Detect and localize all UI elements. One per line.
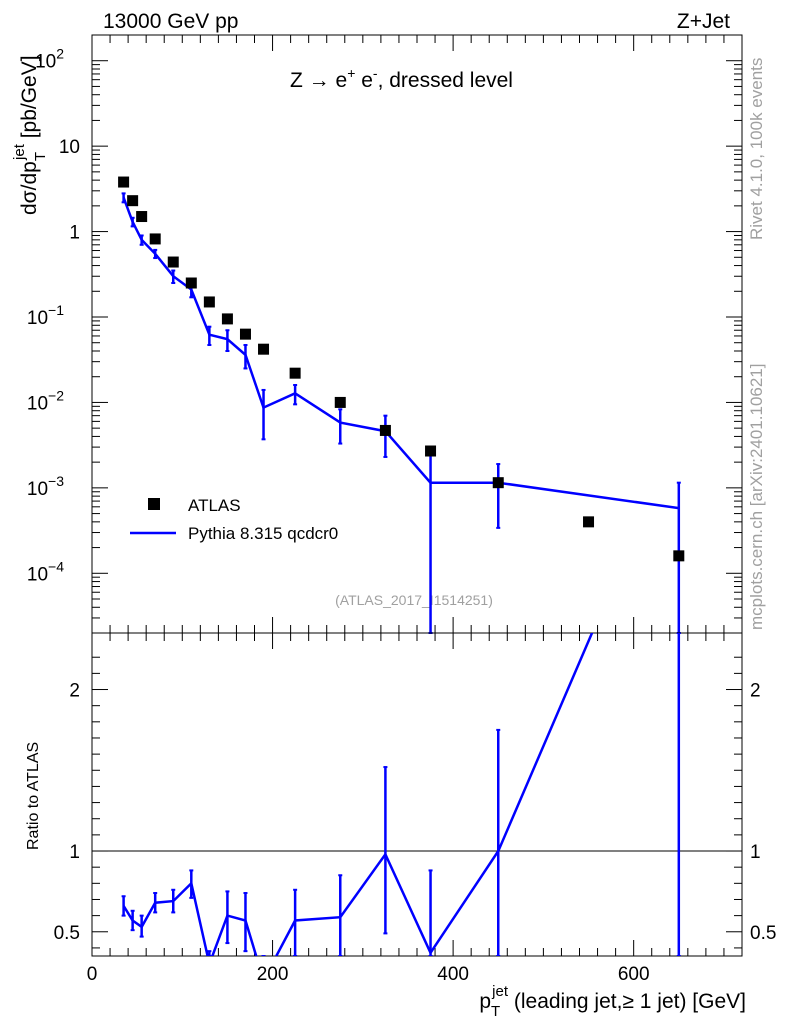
- main-data-point: [167, 256, 179, 268]
- main-plot-frame: [91, 34, 743, 634]
- main-data-point: [127, 195, 139, 207]
- main-data-point: [118, 176, 130, 188]
- x-tick-label: 0: [87, 964, 98, 985]
- main-y-tick-label: 1: [69, 223, 80, 244]
- main-data-point: [334, 396, 346, 408]
- ratio-y-tick-label-left: 0.5: [54, 923, 80, 944]
- ratio-y-tick-label-right: 1: [750, 842, 761, 863]
- main-y-axis-label: dσ/dpTjet [pb/GeV]: [11, 55, 49, 215]
- legend: ATLAS Pythia 8.315 qcdcr0: [130, 496, 338, 543]
- ratio-y-tick-label-right: 2: [750, 681, 761, 702]
- main-mc-series: [121, 192, 681, 634]
- ratio-panel: 0.5 0.5 1 1 2 2 0 200 400 600 Ratio to ATLAS pTj…: [25, 632, 776, 1020]
- main-x-axis: [91, 35, 743, 633]
- x-tick-label: 200: [257, 964, 289, 985]
- main-data-point: [185, 277, 197, 289]
- header-energy-label: 13000 GeV pp: [103, 10, 238, 33]
- main-y-tick-label: 102: [35, 46, 64, 73]
- ratio-y-tick-label-left: 1: [69, 842, 80, 863]
- ratio-y-tick-label-left: 2: [69, 681, 80, 702]
- main-data-point: [425, 445, 437, 457]
- ratio-y-axis-label: Ratio to ATLAS: [25, 742, 42, 850]
- main-data-series: [118, 176, 685, 562]
- ratio-mc-series: [121, 633, 681, 956]
- main-data-point: [289, 367, 301, 379]
- main-y-tick-label: 10−3: [27, 473, 64, 500]
- main-y-axis: 10−4 10−3 10−2 10−1 1 10 102: [27, 34, 742, 634]
- ratio-mc-line: [122, 633, 594, 956]
- main-data-point: [203, 296, 215, 308]
- mcplots-label: mcplots.cern.ch [arXiv:2401.10621]: [747, 364, 766, 630]
- analysis-watermark: (ATLAS_2017_I1514251): [335, 592, 493, 608]
- main-data-point: [239, 328, 251, 340]
- main-plot-title: Z → e+ e-, dressed level: [290, 65, 513, 92]
- main-data-point: [492, 477, 504, 489]
- legend-marker-atlas: [148, 498, 160, 510]
- main-y-tick-label: 10−4: [27, 558, 64, 585]
- ratio-plot-frame: [91, 632, 743, 957]
- main-y-tick-label: 10−1: [27, 302, 64, 329]
- main-data-point: [258, 343, 270, 355]
- main-y-tick-label: 10: [59, 137, 80, 158]
- main-data-point: [583, 516, 595, 528]
- x-tick-label: 400: [437, 964, 469, 985]
- ratio-x-axis: 0 200 400 600: [87, 633, 743, 985]
- main-data-point: [673, 550, 685, 562]
- x-axis-label: pTjet (leading jet,≥ 1 jet) [GeV]: [479, 983, 746, 1020]
- ratio-y-tick-label-right: 0.5: [750, 923, 776, 944]
- main-data-point: [136, 211, 148, 223]
- main-mc-line: [122, 197, 679, 510]
- main-data-point: [149, 233, 161, 245]
- ratio-y-axis: 0.5 0.5 1 1 2 2: [54, 656, 776, 949]
- legend-label-atlas: ATLAS: [188, 496, 241, 515]
- main-y-tick-label: 10−2: [27, 387, 64, 414]
- main-panel: 10−4 10−3 10−2 10−1 1 10 102 Z → e+ e-, dresse…: [11, 34, 743, 634]
- header-process-label: Z+Jet: [677, 10, 730, 33]
- main-data-point: [221, 313, 233, 325]
- main-data-point: [379, 424, 391, 436]
- x-tick-label: 600: [618, 964, 650, 985]
- rivet-version-label: Rivet 4.1.0, 100k events: [747, 58, 766, 240]
- legend-label-pythia: Pythia 8.315 qcdcr0: [188, 524, 338, 543]
